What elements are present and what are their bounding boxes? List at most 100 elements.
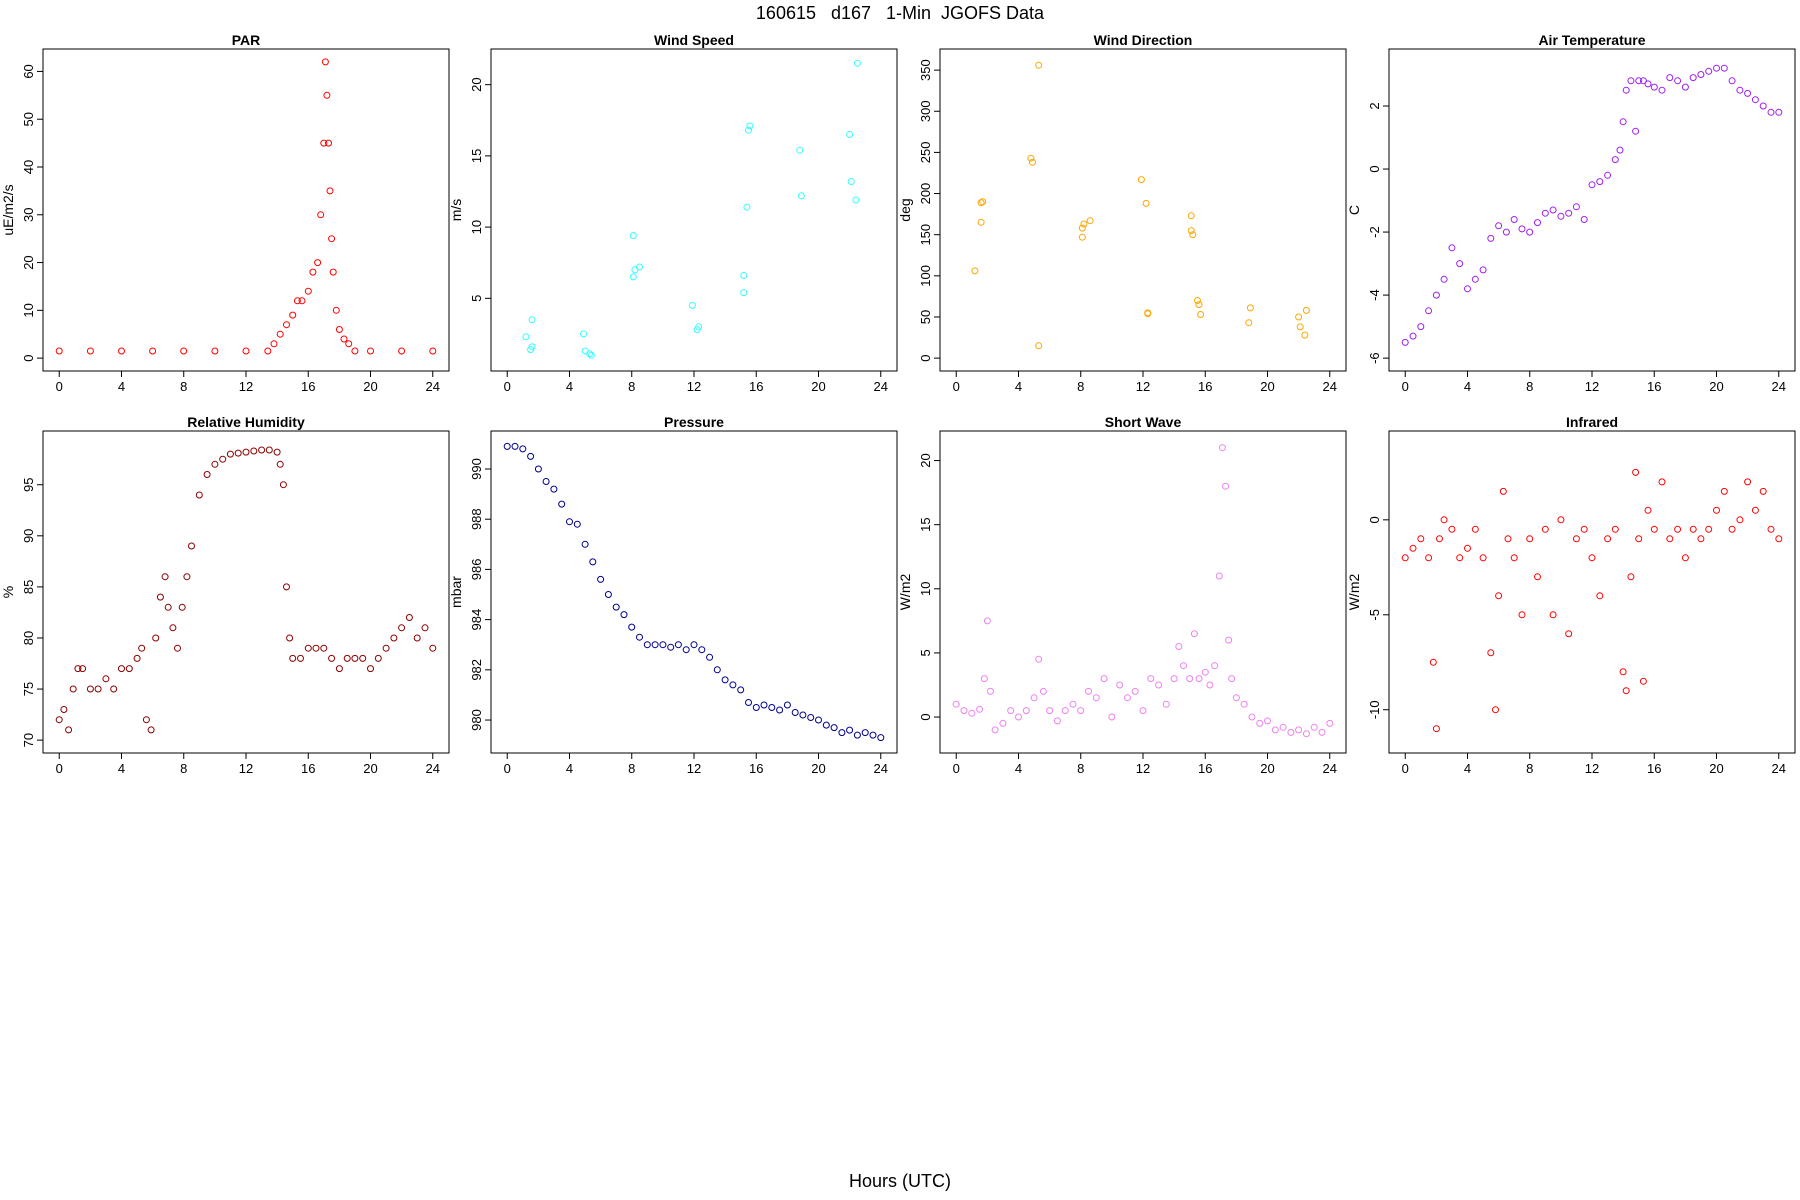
data-point [264, 347, 272, 355]
data-points [952, 444, 1334, 738]
data-point [335, 326, 343, 333]
data-point [1464, 544, 1471, 552]
data-point [807, 714, 815, 721]
y-tick-label: 300 [918, 100, 933, 122]
data-point [1131, 687, 1139, 695]
data-point [797, 192, 805, 200]
data-point [1650, 525, 1658, 533]
data-point [1302, 306, 1310, 314]
data-point [152, 634, 160, 642]
data-point [169, 624, 177, 632]
y-tick-label: 80 [21, 631, 36, 645]
y-tick-label: 986 [469, 559, 484, 581]
data-point [1409, 332, 1417, 340]
data-point [1510, 554, 1518, 562]
data-point [1215, 572, 1223, 580]
data-point [853, 731, 861, 739]
data-point [1632, 127, 1640, 135]
data-point [161, 573, 169, 581]
y-tick-label: 100 [918, 265, 933, 287]
data-point [1635, 535, 1643, 543]
x-tick-label: 20 [1709, 761, 1723, 776]
data-point [1604, 171, 1612, 179]
y-tick-label: 90 [21, 529, 36, 543]
data-point [1448, 525, 1456, 533]
data-point [587, 351, 595, 359]
x-tick-label: 20 [1260, 761, 1274, 776]
data-point [1588, 181, 1596, 189]
data-point [799, 711, 807, 719]
data-point [286, 634, 294, 642]
data-point [1596, 592, 1604, 600]
data-point [1061, 707, 1069, 715]
data-point [323, 91, 331, 99]
data-point [1190, 630, 1198, 638]
data-point [211, 460, 219, 468]
data-point [1425, 307, 1433, 315]
data-point [374, 654, 382, 662]
x-tick-label: 24 [874, 379, 888, 394]
x-tick-label: 12 [1585, 761, 1599, 776]
data-point [1077, 707, 1085, 715]
data-point [276, 330, 284, 338]
main-title: 160615 d167 1-Min JGOFS Data [755, 3, 1045, 23]
data-point [511, 442, 519, 450]
data-point [1713, 506, 1720, 514]
data-point [1170, 675, 1178, 683]
data-point [1201, 668, 1209, 676]
data-point [174, 644, 181, 652]
data-point [580, 330, 587, 338]
data-point [1296, 323, 1304, 331]
data-point [1518, 611, 1526, 619]
data-point [1611, 156, 1619, 164]
data-point [1195, 301, 1203, 309]
data-point [999, 719, 1007, 727]
y-tick-label: -5 [1367, 609, 1382, 621]
data-points [1401, 468, 1783, 733]
y-tick-label: 988 [469, 508, 484, 530]
data-point [1015, 713, 1022, 721]
data-point [852, 196, 860, 204]
data-point [527, 346, 535, 354]
data-point [1240, 700, 1248, 708]
data-point [1728, 77, 1736, 85]
data-point [283, 583, 290, 591]
data-point [1279, 723, 1287, 731]
data-point [745, 126, 752, 134]
data-point [118, 347, 125, 355]
panel-par: PAR uE/m2/s 0 4 8 12 16 20 24 0 10 20 30 40 50 60 [0, 32, 450, 394]
data-point [528, 316, 536, 324]
data-point [1674, 525, 1682, 533]
data-point [367, 347, 374, 355]
panel-title: Infrared [1566, 414, 1618, 430]
data-point [713, 666, 721, 674]
y-tick-label: 350 [918, 59, 933, 81]
data-point [149, 347, 157, 355]
x-tick-label: 0 [953, 379, 960, 394]
data-point [1186, 675, 1194, 683]
data-point [1069, 700, 1077, 708]
data-point [1085, 687, 1092, 695]
x-tick-label: 0 [953, 761, 960, 776]
y-tick-label: 30 [21, 208, 36, 222]
data-point [405, 614, 413, 621]
data-point [270, 340, 278, 348]
data-point [1487, 234, 1495, 242]
data-point [1448, 244, 1456, 252]
x-tick-label: 20 [811, 761, 825, 776]
y-tick-label: 0 [21, 355, 36, 362]
data-point [1123, 694, 1131, 702]
data-point [1142, 199, 1150, 207]
data-point [1705, 67, 1713, 75]
data-point [1622, 687, 1630, 695]
x-tick-label: 0 [504, 379, 511, 394]
x-tick-label: 16 [1647, 379, 1661, 394]
data-point [1245, 319, 1253, 327]
y-tick-label: 984 [469, 609, 484, 631]
panel-wind-direction: Wind Direction deg 0 4 8 12 16 20 24 0 50 100 150 200… [897, 32, 1347, 394]
data-point [1627, 77, 1635, 85]
data-point [325, 139, 332, 147]
data-point [351, 347, 359, 355]
data-point [1689, 525, 1697, 533]
x-tick-label: 20 [363, 761, 377, 776]
